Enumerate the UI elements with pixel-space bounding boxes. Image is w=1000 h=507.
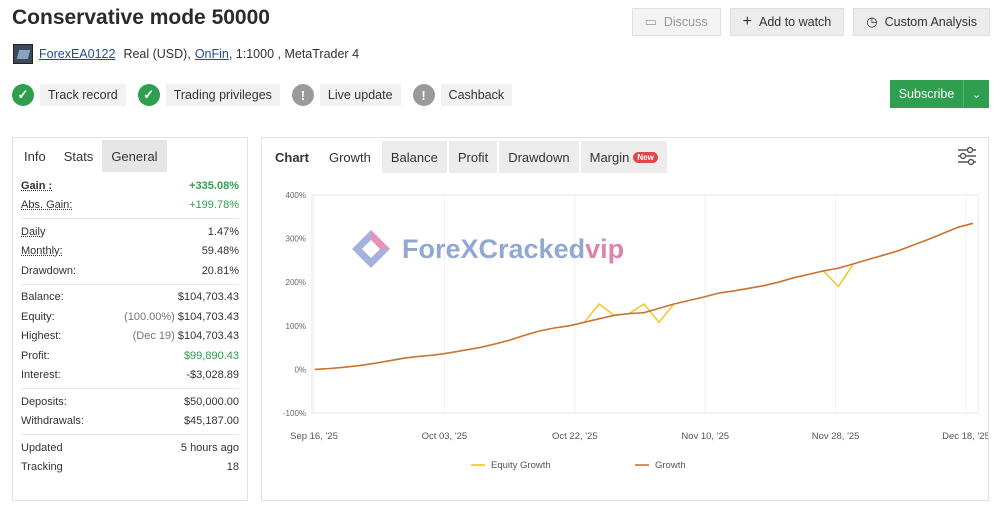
x-tick-label: Nov 28, '25: [812, 431, 860, 442]
watermark: ForeXCracked vip: [350, 228, 624, 270]
badge-trading-privileges: ✓ Trading privileges: [137, 83, 280, 107]
stat-monthly: Monthly: 59.48%: [21, 245, 239, 258]
account-meta: ForexEA0122 Real (USD), OnFin , 1:1000 ,…: [13, 44, 359, 64]
plot-area: [311, 194, 979, 414]
tab-growth[interactable]: Growth: [319, 141, 380, 173]
new-badge: New: [633, 151, 658, 163]
user-link[interactable]: ForexEA0122: [39, 47, 116, 61]
y-tick-label: 300%: [286, 235, 306, 244]
page-title: Conservative mode 50000: [12, 6, 270, 29]
x-tick-label: Dec 18, '25: [942, 431, 988, 442]
exclamation-icon: !: [412, 84, 435, 106]
plus-icon: +: [742, 13, 752, 30]
chevron-down-icon[interactable]: ⌄: [963, 80, 989, 108]
y-tick-label: 200%: [286, 278, 306, 287]
exclamation-icon: !: [291, 84, 314, 106]
growth-line: [314, 222, 974, 371]
tab-info[interactable]: Info: [15, 140, 55, 172]
y-tick-label: -100%: [283, 409, 306, 418]
stat-deposits: Deposits: $50,000.00: [21, 395, 239, 408]
badge-cashback: ! Cashback: [412, 83, 513, 107]
stat-profit: Profit: $99,890.43: [21, 349, 239, 362]
subscribe-button[interactable]: Subscribe ⌄: [890, 80, 989, 108]
discuss-button[interactable]: ▭ Discuss: [631, 8, 721, 36]
growth-chart: 400% 300% 200% 100% 0% -100% Sep 16, '25 Oct 03…: [283, 191, 988, 471]
tab-chart[interactable]: Chart: [266, 141, 318, 173]
account-type: Real (USD),: [123, 47, 191, 61]
chart-panel: Chart Growth Balance Profit Drawdown Mar…: [261, 137, 989, 501]
y-tick-label: 0%: [294, 365, 306, 374]
tab-profit[interactable]: Profit: [448, 141, 498, 173]
watermark-logo-icon: [352, 230, 390, 268]
stat-highest: Highest: (Dec 19) $104,703.43: [21, 330, 239, 343]
badge-track-record: ✓ Track record: [12, 83, 126, 107]
stat-daily: Daily 1.47%: [21, 225, 239, 238]
stat-balance: Balance: $104,703.43: [21, 291, 239, 304]
tab-margin[interactable]: Margin New: [580, 141, 667, 173]
y-tick-label: 400%: [286, 191, 306, 200]
legend-label: Growth: [655, 460, 686, 471]
leverage-platform: , 1:1000 , MetaTrader 4: [228, 47, 360, 61]
stat-drawdown: Drawdown: 20.81%: [21, 264, 239, 277]
tab-stats[interactable]: Stats: [54, 140, 103, 172]
stat-interest: Interest: -$3,028.89: [21, 369, 239, 382]
stats-list: Gain : +335.08% Abs. Gain: +199.78% Dail…: [13, 172, 247, 477]
avatar: [13, 44, 33, 64]
tab-general[interactable]: General: [102, 140, 167, 172]
stat-abs-gain: Abs. Gain: +199.78%: [21, 199, 239, 212]
clock-icon: ◷: [866, 14, 878, 29]
stat-withdrawals: Withdrawals: $45,187.00: [21, 415, 239, 428]
x-tick-label: Nov 10, '25: [681, 431, 729, 442]
stat-updated: Updated 5 hours ago: [21, 441, 239, 454]
x-tick-label: Oct 03, '25: [422, 431, 468, 442]
add-to-watch-button[interactable]: + Add to watch: [729, 8, 845, 36]
stat-gain: Gain : +335.08%: [21, 179, 239, 192]
check-icon: ✓: [137, 84, 160, 106]
tab-drawdown[interactable]: Drawdown: [499, 141, 579, 173]
status-badges: ✓ Track record ✓ Trading privileges ! Li…: [12, 83, 513, 107]
stats-panel: Info Stats General Gain : +335.08% Abs. …: [12, 137, 248, 501]
legend-label: Equity Growth: [491, 460, 551, 471]
x-tick-label: Sep 16, '25: [290, 431, 338, 442]
x-tick-label: Oct 22, '25: [552, 431, 598, 442]
y-tick-label: 100%: [286, 322, 306, 331]
tab-balance[interactable]: Balance: [381, 141, 447, 173]
stat-tracking: Tracking 18: [21, 461, 239, 474]
badge-live-update: ! Live update: [291, 83, 401, 107]
custom-analysis-button[interactable]: ◷ Custom Analysis: [853, 8, 990, 36]
comment-icon: ▭: [644, 14, 657, 29]
chart-settings-icon[interactable]: [956, 145, 978, 167]
stat-equity: Equity: (100.00%) $104,703.43: [21, 310, 239, 323]
broker-link[interactable]: OnFin: [194, 47, 229, 61]
check-icon: ✓: [12, 84, 34, 106]
